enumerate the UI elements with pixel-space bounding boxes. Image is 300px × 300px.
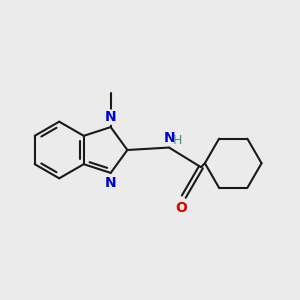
Text: N: N: [105, 110, 116, 124]
Text: O: O: [176, 201, 187, 215]
Text: N: N: [163, 130, 175, 145]
Text: N: N: [105, 176, 116, 190]
Text: H: H: [173, 134, 182, 147]
